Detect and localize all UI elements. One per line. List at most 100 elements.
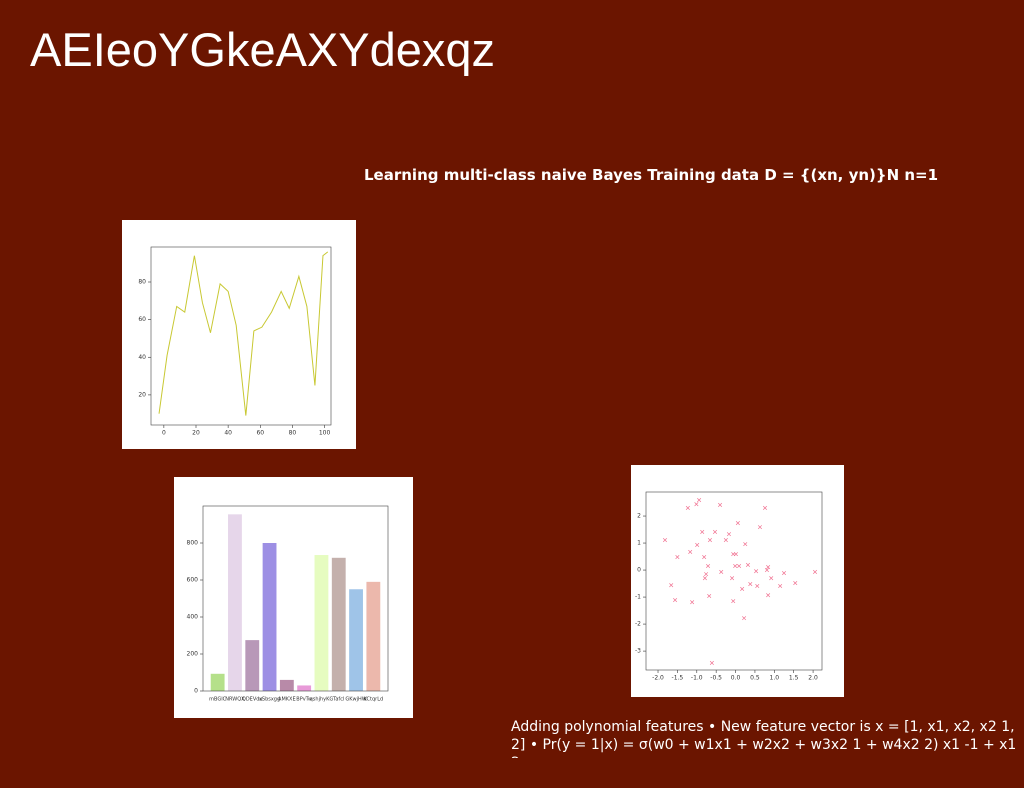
point — [719, 569, 724, 574]
point — [705, 563, 711, 569]
x-tick-label: Tafcl — [332, 697, 344, 703]
x-tick-label: 0 — [162, 430, 166, 437]
point — [764, 568, 769, 573]
point — [736, 563, 742, 569]
point — [793, 580, 798, 586]
point — [697, 498, 702, 503]
x-tick-label: -1.5 — [672, 675, 684, 682]
point — [766, 593, 771, 598]
x-tick-label: BPvTw — [296, 697, 312, 703]
point — [755, 583, 760, 589]
point — [707, 593, 712, 599]
slide-title: AEIeoYGkeAXYdexqz — [30, 23, 496, 76]
y-tick-label: 400 — [187, 614, 199, 621]
y-tick-label: 600 — [187, 577, 199, 584]
x-tick-label: -2.0 — [652, 675, 664, 682]
x-tick-label: KCtqrLd — [364, 697, 384, 703]
x-tick-label: 0.0 — [731, 675, 741, 682]
point — [695, 542, 700, 547]
point — [702, 555, 707, 560]
x-tick-label: 0.5 — [750, 675, 760, 682]
bar — [210, 673, 225, 691]
x-tick-label: mBGIC — [209, 697, 227, 703]
y-tick-label: -3 — [635, 648, 641, 655]
x-tick-label: xSbsxgg — [259, 697, 280, 703]
y-tick-label: 60 — [138, 316, 146, 323]
bar — [297, 685, 312, 691]
point — [700, 529, 705, 535]
point — [778, 583, 783, 589]
x-tick-label: 1.5 — [789, 675, 799, 682]
point — [688, 549, 693, 555]
point — [690, 600, 695, 605]
bar — [245, 640, 260, 691]
x-tick-label: 60 — [256, 430, 264, 437]
point — [781, 570, 787, 576]
y-tick-label: 0 — [194, 688, 198, 695]
bar — [279, 679, 294, 691]
bar — [349, 589, 363, 691]
x-tick-label: AMKXE — [278, 697, 296, 703]
point — [769, 576, 774, 581]
point — [669, 583, 674, 588]
y-tick-label: 800 — [187, 540, 199, 547]
bar — [262, 543, 277, 691]
x-tick-label: -1.0 — [691, 675, 703, 682]
point — [766, 565, 771, 570]
point — [685, 505, 690, 510]
bar — [366, 581, 381, 691]
line-series — [158, 251, 329, 416]
plot-frame — [202, 505, 389, 692]
bar — [314, 555, 329, 691]
point — [812, 569, 818, 574]
point — [748, 582, 753, 587]
point — [757, 525, 763, 530]
x-tick-label: GKwjHW — [345, 697, 366, 703]
y-tick-label: 20 — [138, 391, 146, 398]
y-tick-label: 40 — [138, 354, 146, 361]
point — [673, 597, 678, 603]
point — [742, 616, 747, 621]
point — [717, 502, 723, 508]
y-tick-label: 200 — [187, 651, 199, 658]
point — [740, 586, 745, 592]
point — [731, 599, 736, 604]
plot-frame — [150, 246, 332, 426]
x-tick-label: 1.0 — [770, 675, 780, 682]
x-tick-label: QDEVdu — [242, 697, 263, 703]
line-chart: 20 40 60 80 0 20 40 60 80 100 — [122, 220, 356, 449]
y-tick-label: 0 — [637, 567, 641, 574]
point — [709, 660, 714, 666]
x-tick-label: -0.5 — [710, 675, 722, 682]
x-tick-label: 100 — [319, 430, 331, 437]
subtitle: Learning multi-class naive Bayes Trainin… — [364, 166, 939, 184]
point — [704, 572, 709, 577]
point — [733, 552, 738, 557]
x-tick-label: 2.0 — [808, 675, 818, 682]
scatter-chart: -3 -2 -1 0 1 2 -2.0 -1.5 -1.0 -0.5 0.0 0.5 1.0 1.5 2.0 — [631, 465, 844, 697]
point — [675, 555, 680, 560]
y-tick-label: 80 — [138, 278, 146, 285]
point — [726, 532, 732, 537]
bar-chart: 0 200 400 600 800 mBGIC NRWQXQDEVduxSbsxggAMKX… — [174, 477, 413, 718]
point — [754, 569, 759, 574]
point — [707, 538, 713, 543]
plot-frame — [645, 491, 823, 671]
point — [712, 529, 718, 535]
point — [723, 538, 728, 543]
x-tick-label: 80 — [289, 430, 297, 437]
point — [733, 563, 738, 569]
y-tick-label: -1 — [635, 594, 641, 601]
y-tick-label: 1 — [637, 540, 641, 547]
y-tick-label: -2 — [635, 621, 641, 628]
point — [662, 538, 668, 543]
point — [745, 562, 751, 567]
x-tick-label: 40 — [224, 430, 232, 437]
y-tick-label: 2 — [637, 513, 641, 520]
point — [735, 521, 740, 526]
bar — [228, 514, 242, 691]
point — [730, 576, 735, 581]
point — [694, 502, 699, 507]
bar — [331, 557, 346, 691]
